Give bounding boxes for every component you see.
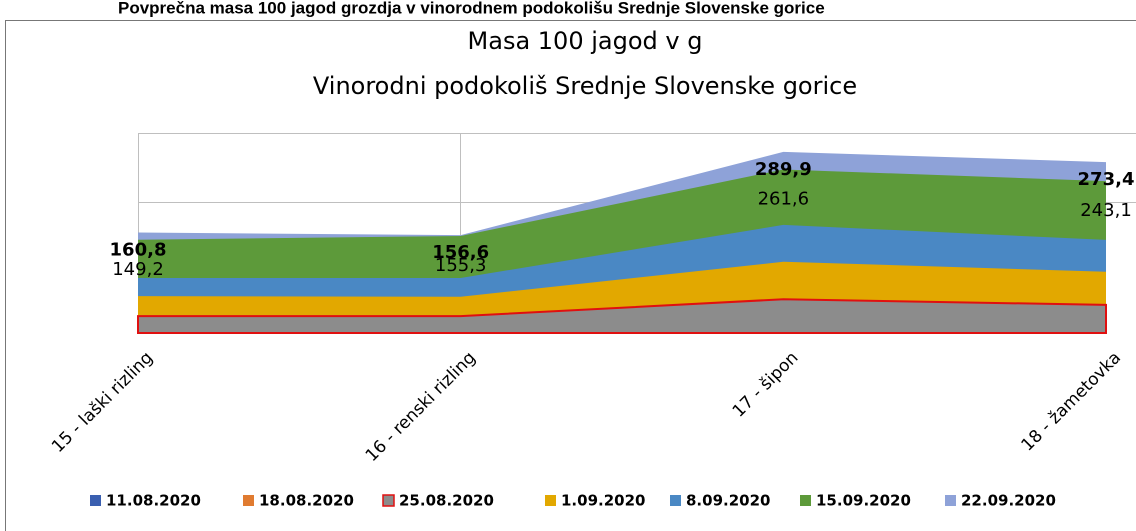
legend-label: 18.08.2020 bbox=[259, 492, 354, 510]
legend-swatch bbox=[945, 495, 956, 506]
legend-label: 11.08.2020 bbox=[106, 492, 201, 510]
legend-swatch bbox=[800, 495, 811, 506]
legend-label: 8.09.2020 bbox=[686, 492, 770, 510]
data-label: 155,3 bbox=[435, 255, 487, 276]
data-label: 156,6 bbox=[432, 242, 489, 263]
area bbox=[137, 298, 1107, 334]
data-label: 149,2 bbox=[112, 259, 164, 280]
legend-label: 22.09.2020 bbox=[961, 492, 1056, 510]
legend-label: 15.09.2020 bbox=[816, 492, 911, 510]
data-label: 160,8 bbox=[110, 240, 167, 261]
chart-title: Masa 100 jagod v g bbox=[468, 27, 703, 55]
legend-swatch bbox=[670, 495, 681, 506]
legend-swatch bbox=[243, 495, 254, 506]
page-header: Povprečna masa 100 jagod grozdja v vinor… bbox=[118, 0, 825, 17]
legend-swatch bbox=[545, 495, 556, 506]
data-label: 261,6 bbox=[758, 189, 810, 210]
legend-label: 25.08.2020 bbox=[399, 492, 494, 510]
legend-swatch bbox=[382, 494, 395, 507]
data-label: 273,4 bbox=[1078, 169, 1135, 190]
legend-label: 1.09.2020 bbox=[561, 492, 645, 510]
data-label: 243,1 bbox=[1080, 200, 1132, 221]
data-label: 289,9 bbox=[755, 159, 812, 180]
legend-swatch bbox=[90, 495, 101, 506]
chart-subtitle: Vinorodni podokoliš Srednje Slovenske go… bbox=[313, 72, 857, 100]
